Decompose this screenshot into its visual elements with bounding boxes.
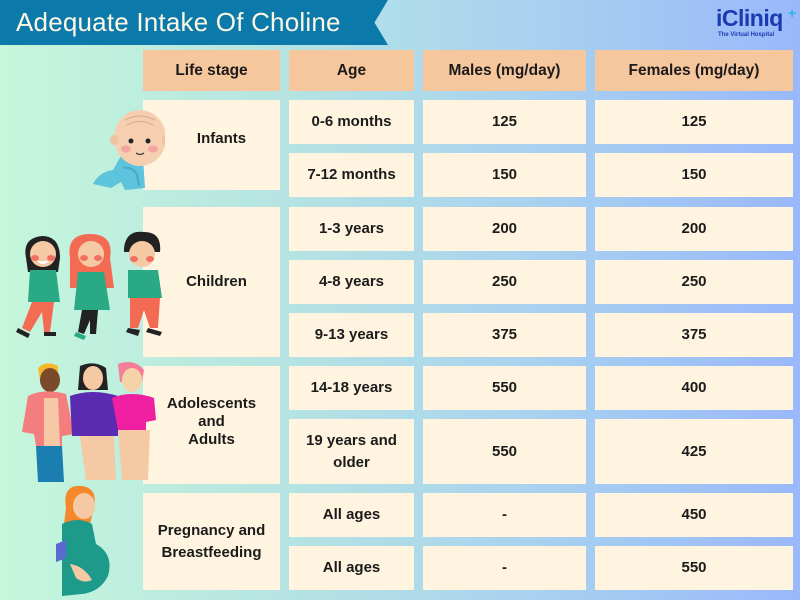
life-stage-label-line: Breastfeeding — [161, 543, 262, 561]
cell-age-line: 19 years and — [306, 431, 397, 449]
cell-age: 14-18 years — [289, 366, 414, 410]
pregnant-woman-illustration — [56, 485, 110, 596]
life-stage-label-line: Adults — [188, 431, 235, 448]
header-age: Age — [289, 50, 414, 91]
cell-males: 200 — [423, 207, 586, 251]
cell-age: 9-13 years — [289, 313, 414, 357]
title-chevron-decoration — [383, 0, 401, 45]
life-stage-infants: Infants — [143, 100, 280, 190]
cell-age: 1-3 years — [289, 207, 414, 251]
three-children-illustration — [16, 231, 162, 340]
cell-age: 7-12 months — [289, 153, 414, 197]
header-females: Females (mg/day) — [595, 50, 793, 91]
cell-males: 250 — [423, 260, 586, 304]
cell-females: 200 — [595, 207, 793, 251]
cell-females: 125 — [595, 100, 793, 144]
cell-males: 150 — [423, 153, 586, 197]
cell-age: All ages — [289, 493, 414, 537]
life-stage-children: Children — [143, 207, 280, 357]
cell-males: 550 — [423, 419, 586, 484]
brand-tagline: The Virtual Hospital — [718, 32, 775, 38]
cell-age: All ages — [289, 546, 414, 590]
cell-males: - — [423, 493, 586, 537]
cell-age: 0-6 months — [289, 100, 414, 144]
three-adults-illustration — [22, 362, 156, 482]
crawling-baby-illustration — [93, 110, 165, 190]
cell-females: 375 — [595, 313, 793, 357]
page-title: Adequate Intake Of Choline — [0, 0, 388, 45]
plus-icon: + — [788, 5, 797, 21]
cell-age-line: older — [333, 453, 370, 471]
cell-males: 375 — [423, 313, 586, 357]
cell-females: 425 — [595, 419, 793, 484]
life-stage-pregnancy-breastfeeding: Pregnancy and Breastfeeding — [143, 493, 280, 590]
cell-age: 4-8 years — [289, 260, 414, 304]
cell-females: 400 — [595, 366, 793, 410]
cell-males: 125 — [423, 100, 586, 144]
life-stage-adolescents-adults: Adolescents and Adults — [143, 366, 280, 484]
cell-males: - — [423, 546, 586, 590]
cell-females: 450 — [595, 493, 793, 537]
header-life-stage: Life stage — [143, 50, 280, 91]
life-stage-label: Infants — [196, 130, 247, 147]
cell-females: 550 — [595, 546, 793, 590]
life-stage-label: Children — [186, 273, 247, 290]
cell-females: 250 — [595, 260, 793, 304]
life-stage-label-line: Pregnancy and — [157, 521, 266, 539]
cell-age: 19 years and older — [289, 419, 414, 484]
life-stage-label-line: and — [198, 413, 225, 430]
cell-females: 150 — [595, 153, 793, 197]
brand-name: iCliniq — [716, 5, 783, 31]
header-males: Males (mg/day) — [423, 50, 586, 91]
life-stage-label-line: Adolescents — [166, 395, 257, 412]
brand-logo: iCliniq + The Virtual Hospital — [716, 6, 796, 40]
cell-males: 550 — [423, 366, 586, 410]
